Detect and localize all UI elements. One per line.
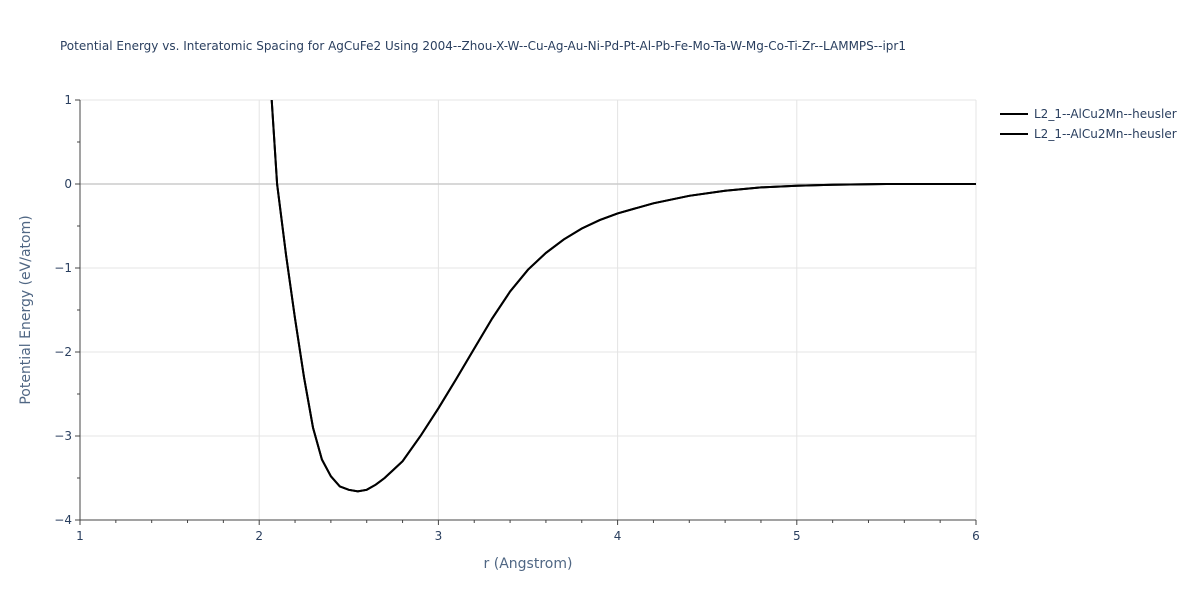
- x-tick-label: 4: [614, 529, 622, 543]
- series-line-1: [270, 100, 976, 493]
- x-tick-label: 2: [255, 529, 263, 543]
- y-tick-label: −3: [54, 429, 72, 443]
- series-layer: [270, 100, 976, 493]
- x-tick-label: 1: [76, 529, 84, 543]
- legend-item-1[interactable]: L2_1--AlCu2Mn--heusler: [1000, 107, 1177, 121]
- y-tick-label: −2: [54, 345, 72, 359]
- legend-item-2[interactable]: L2_1--AlCu2Mn--heusler: [1000, 127, 1177, 141]
- grid-layer: [80, 99, 977, 520]
- y-axis-title: Potential Energy (eV/atom): [18, 215, 34, 404]
- legend-label: L2_1--AlCu2Mn--heusler: [1034, 127, 1177, 141]
- legend[interactable]: L2_1--AlCu2Mn--heusler L2_1--AlCu2Mn--heu…: [1000, 107, 1177, 141]
- x-tick-label: 6: [972, 529, 980, 543]
- y-tick-label: −4: [54, 513, 72, 527]
- x-tick-label: 3: [435, 529, 443, 543]
- axis-layer: 1 2 3 4 5 6 1 0 −1 −2 −3 −4: [54, 93, 980, 543]
- x-tick-label: 5: [793, 529, 801, 543]
- legend-label: L2_1--AlCu2Mn--heusler: [1034, 107, 1177, 121]
- y-tick-label: 1: [64, 93, 72, 107]
- y-tick-label: 0: [64, 177, 72, 191]
- y-tick-label: −1: [54, 261, 72, 275]
- x-axis-title: r (Angstrom): [484, 556, 573, 572]
- series-line-2: [270, 100, 976, 493]
- chart-title: Potential Energy vs. Interatomic Spacing…: [60, 39, 906, 53]
